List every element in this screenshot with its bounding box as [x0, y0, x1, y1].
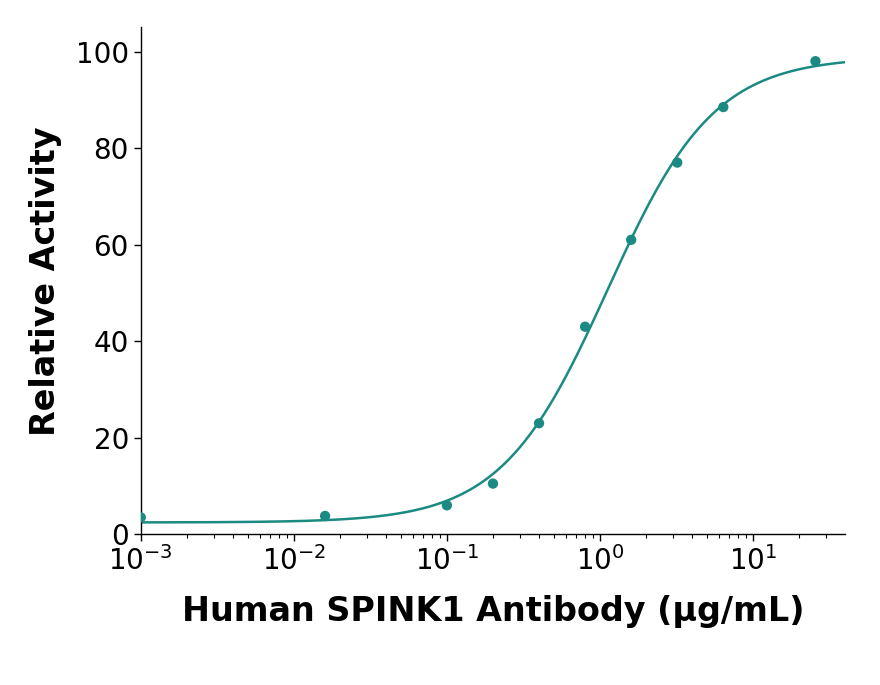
Point	[578, 321, 592, 332]
Point	[716, 101, 730, 112]
Point	[532, 418, 546, 429]
Point	[671, 157, 685, 168]
Y-axis label: Relative Activity: Relative Activity	[29, 126, 62, 436]
Point	[318, 510, 332, 521]
Point	[440, 500, 454, 511]
Point	[809, 55, 823, 66]
Point	[134, 512, 148, 523]
Point	[486, 478, 500, 489]
Point	[624, 234, 638, 245]
X-axis label: Human SPINK1 Antibody (μg/mL): Human SPINK1 Antibody (μg/mL)	[181, 595, 804, 628]
